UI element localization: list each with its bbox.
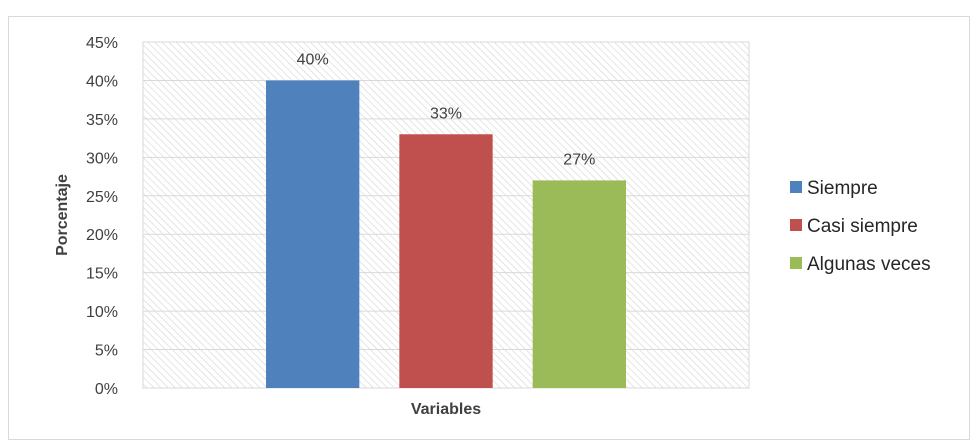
- legend-label: Siempre: [807, 178, 878, 199]
- y-axis-title: Porcentaje: [54, 174, 71, 256]
- y-tick-label: 25%: [86, 189, 118, 206]
- data-labels: 40% 33% 27%: [297, 51, 596, 168]
- bar-siempre: [266, 80, 360, 388]
- bars: [266, 80, 626, 388]
- y-tick-label: 10%: [86, 304, 118, 321]
- legend-swatch: [790, 219, 802, 231]
- data-label: 27%: [563, 151, 595, 168]
- bar-casi-siempre: [399, 134, 493, 388]
- y-tick-label: 45%: [86, 35, 118, 52]
- y-tick-label: 35%: [86, 112, 118, 129]
- y-tick-label: 0%: [95, 381, 118, 398]
- legend-label: Algunas veces: [807, 254, 931, 275]
- y-tick-label: 5%: [95, 343, 118, 360]
- y-tick-label: 40%: [86, 73, 118, 90]
- y-tick-label: 15%: [86, 266, 118, 283]
- y-tick-label: 20%: [86, 227, 118, 244]
- legend-label: Casi siempre: [807, 216, 918, 237]
- legend: Siempre Casi siempre Algunas veces: [790, 178, 931, 275]
- legend-swatch: [790, 257, 802, 269]
- y-tick-label: 30%: [86, 150, 118, 167]
- y-tick-labels: 0% 5% 10% 15% 20% 25% 30% 35% 40% 45%: [86, 35, 118, 398]
- x-axis-title: Variables: [411, 401, 481, 418]
- data-label: 40%: [297, 51, 329, 68]
- bar-algunas-veces: [532, 180, 626, 388]
- legend-swatch: [790, 181, 802, 193]
- data-label: 33%: [430, 105, 462, 122]
